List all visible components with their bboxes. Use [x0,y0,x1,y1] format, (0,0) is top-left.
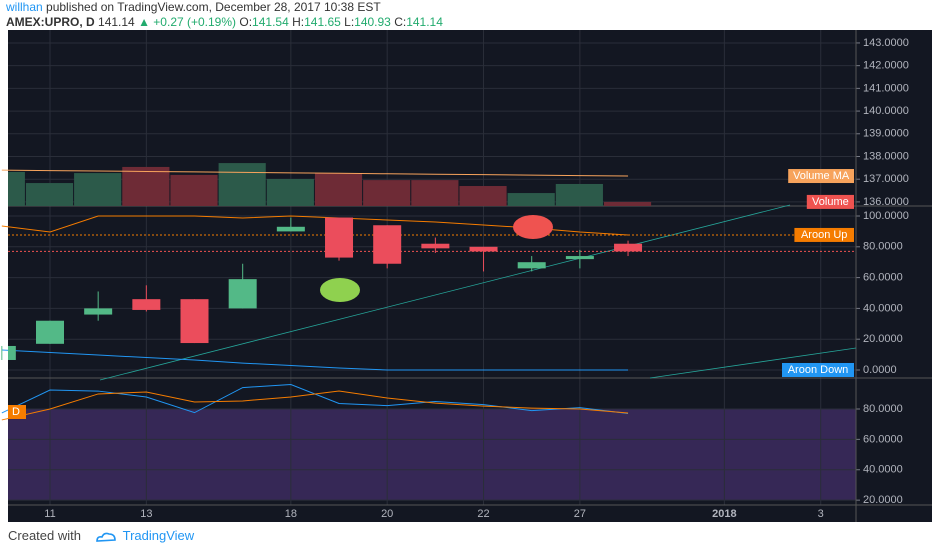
l: 140.93 [354,15,391,29]
volume-bar [74,173,122,206]
header: willhan published on TradingView.com, De… [6,0,443,30]
footer: Created with TradingView [8,528,194,543]
volume-bar [25,183,74,206]
x-tick-label: 13 [140,508,152,520]
candle-body [228,279,257,309]
y-tick-label: 40.0000 [863,464,903,476]
publish-line: willhan published on TradingView.com, De… [6,0,443,15]
x-tick-label: 20 [381,508,393,520]
trendline [99,204,791,381]
quote-line: AMEX:UPRO, D 141.14 ▲ +0.27 (+0.19%) O:1… [6,15,443,30]
volume-bar [363,180,411,206]
marker-circle [513,215,553,239]
volume-bar [603,201,652,206]
last: 141.14 [98,15,135,29]
y-tick-label: 0.0000 [863,364,897,376]
y-tick-label: 80.0000 [863,403,903,415]
candle-body [421,243,450,249]
candle-body [180,299,209,344]
candle-body [614,243,643,252]
volume-bar [8,171,25,206]
pane-label-box [8,405,26,419]
y-tick-label: 136.0000 [863,196,909,208]
series-tag-label: Aroon Up [801,229,847,241]
x-tick-label: 2018 [712,508,736,520]
stoch-band [8,408,856,501]
x-tick-label: 18 [285,508,297,520]
y-tick-label: 40.0000 [863,302,903,314]
candle-body [565,256,594,260]
o-label: O: [239,15,253,29]
candle-body [132,299,161,310]
arrow: ▲ [138,15,150,29]
volume-bar [459,186,507,206]
pane-label: D [12,406,20,418]
x-tick-label: 22 [477,508,489,520]
series-tag [782,362,854,377]
c-label: C: [394,15,407,29]
volume-bar [411,180,459,206]
volume-bar [122,166,170,206]
series-tag-label: Volume MA [793,170,850,182]
volume-bar [507,193,555,206]
y-tick-label: 100.0000 [863,210,909,222]
logo [95,532,116,542]
change: +0.27 (+0.19%) [153,15,237,29]
symbol: AMEX:UPRO, D [6,15,95,29]
x-tick-label: 27 [574,508,586,520]
y-tick-label: 20.0000 [863,333,903,345]
candle-body [373,225,402,264]
created: Created with [8,528,81,543]
h-label: H: [292,15,305,29]
series-tag-label: Volume [812,196,849,208]
author[interactable]: willhan [6,0,43,14]
c: 141.14 [406,15,443,29]
o: 141.54 [252,15,289,29]
y-tick-label: 139.0000 [863,128,909,140]
volume-bar [266,178,314,206]
y-tick-label: 143.0000 [863,37,909,49]
volume-bar [170,174,218,206]
l-label: L: [344,15,355,29]
published: published on TradingView.com, December 2… [46,0,381,14]
volume-bar [218,163,266,206]
chart: 11 13 18 20 22 27 2018 3 143.0000 142.0000 141.000… [1,30,932,522]
y-tick-label: 141.0000 [863,82,909,94]
y-tick-label: 137.0000 [863,173,909,185]
y-tick-label: 142.0000 [863,60,909,72]
candle-body [517,262,546,269]
aroon-down-line [1,349,629,371]
y-tick-label: 138.0000 [863,150,909,162]
x-tick-label: 11 [44,508,55,520]
candle-body [325,217,354,258]
y-tick-label: 80.0000 [863,241,903,253]
stoch-d-line [1,390,629,421]
candle-body [276,226,305,232]
volume-bar [314,173,363,206]
x-tick-label: 3 [818,508,824,520]
marker-circle [320,278,360,302]
y-tick-label: 20.0000 [863,494,903,506]
candle-body [36,320,64,344]
y-tick-label: 60.0000 [863,433,903,445]
trendline [649,347,857,379]
volume-ma-line [1,169,629,177]
candle-body [8,345,16,360]
brand: TradingView [122,528,195,543]
y-tick-label: 60.0000 [863,272,903,284]
candle-body [84,308,113,315]
volume-bar [555,183,603,206]
candle-body [469,246,498,252]
series-tag [806,194,854,209]
y-tick-label: 140.0000 [863,105,909,117]
series-tag-label: Aroon Down [788,364,849,376]
h: 141.65 [304,15,341,29]
series-tag [788,169,854,184]
series-tag [794,227,854,242]
